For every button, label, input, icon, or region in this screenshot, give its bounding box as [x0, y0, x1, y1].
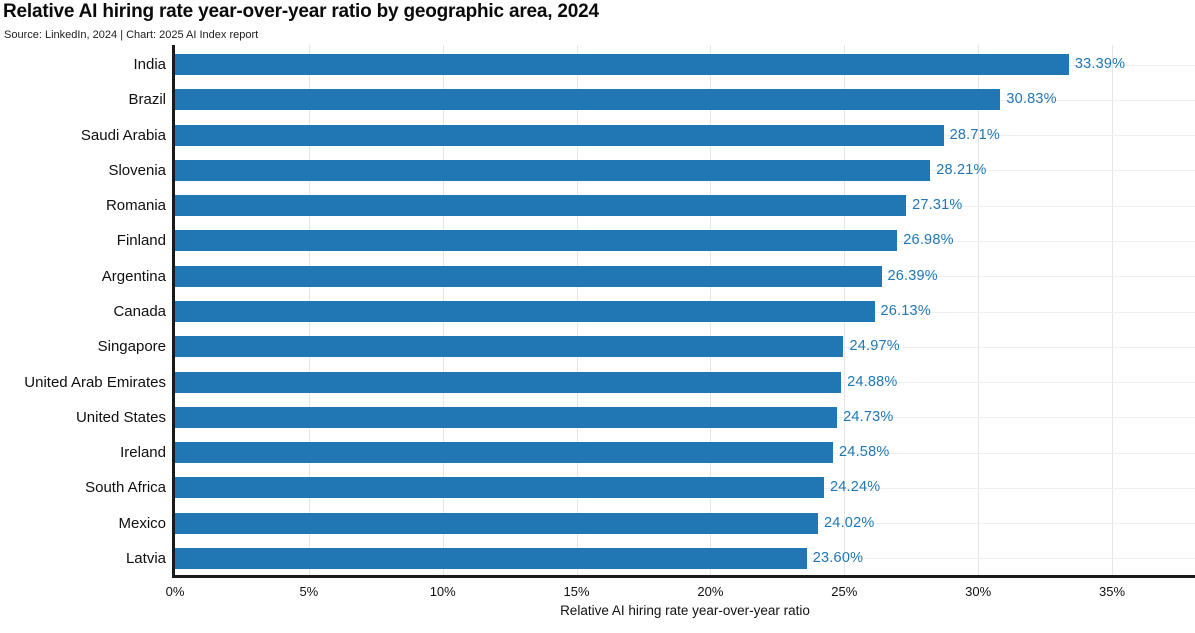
- vertical-gridline: [1112, 45, 1113, 576]
- category-label: Saudi Arabia: [80, 126, 166, 144]
- bar: [175, 301, 875, 322]
- bar: [175, 406, 838, 428]
- value-label: 33.39%: [1074, 56, 1126, 73]
- x-tick-label: 5%: [299, 584, 319, 599]
- x-tick-label: 20%: [697, 584, 724, 599]
- bar: [175, 89, 1001, 111]
- value-label: 24.97%: [849, 338, 900, 355]
- x-axis-ticks: 0% 5% 10% 15% 20% 25% 30% 35%: [166, 584, 1195, 600]
- bar: [175, 442, 834, 464]
- category-label: Latvia: [125, 549, 166, 567]
- value-label: 28.71%: [949, 126, 1000, 143]
- category-label: United Arab Emirates: [24, 373, 166, 391]
- category-label: Argentina: [101, 267, 166, 285]
- value-label: 30.83%: [1006, 91, 1057, 108]
- bar: [175, 477, 824, 499]
- chart-title: Relative AI hiring rate year-over-year r…: [3, 1, 599, 22]
- category-label: Singapore: [97, 338, 166, 356]
- x-axis-label: Relative AI hiring rate year-over-year r…: [560, 603, 810, 618]
- category-label: Finland: [116, 232, 166, 250]
- plot-area: 33.39% 30.83% 28.71% 28.21% 27.31% 26.98% 26.3…: [175, 45, 1195, 576]
- bar: [175, 512, 819, 534]
- y-axis-line: [172, 45, 175, 578]
- value-label: 26.39%: [887, 267, 938, 284]
- x-tick-label: 35%: [1098, 584, 1126, 599]
- value-label: 28.21%: [936, 161, 987, 178]
- chart-source: Source: LinkedIn, 2024 | Chart: 2025 AI …: [4, 29, 259, 41]
- category-label: Romania: [105, 197, 166, 215]
- category-label: India: [133, 56, 166, 74]
- value-label: 27.31%: [912, 197, 963, 214]
- bar: [175, 265, 882, 287]
- category-label: Mexico: [118, 514, 166, 532]
- bar: [175, 230, 898, 252]
- bar: [175, 195, 907, 217]
- x-tick-label: 30%: [965, 584, 992, 599]
- category-label: Ireland: [120, 444, 166, 462]
- value-label: 23.60%: [812, 549, 864, 566]
- bar: [175, 159, 931, 181]
- value-label: 26.13%: [880, 303, 931, 319]
- category-label: South Africa: [85, 479, 166, 497]
- bar: [175, 124, 944, 146]
- vertical-gridline: [978, 45, 980, 576]
- bar: [175, 336, 844, 358]
- bar: [175, 547, 807, 569]
- x-tick-label: 25%: [831, 584, 858, 599]
- value-label: 24.24%: [829, 479, 881, 496]
- category-label: Canada: [113, 303, 166, 320]
- category-label: Slovenia: [108, 161, 166, 179]
- bar: [175, 54, 1069, 76]
- value-label: 24.88%: [847, 373, 898, 390]
- bar: [175, 371, 842, 393]
- value-label: 24.73%: [843, 408, 894, 425]
- value-label: 24.02%: [824, 514, 875, 531]
- x-tick-label: 0%: [165, 584, 185, 599]
- category-label: United States: [75, 408, 166, 426]
- value-label: 26.98%: [903, 232, 954, 249]
- value-label: 24.58%: [839, 444, 890, 461]
- x-tick-label: 15%: [563, 584, 590, 599]
- category-label: Brazil: [128, 91, 166, 109]
- x-tick-label: 10%: [429, 584, 456, 599]
- y-axis-category-labels: India Brazil Saudi Arabia Slovenia Romania Fi…: [0, 47, 166, 576]
- x-axis-line: [172, 575, 1195, 578]
